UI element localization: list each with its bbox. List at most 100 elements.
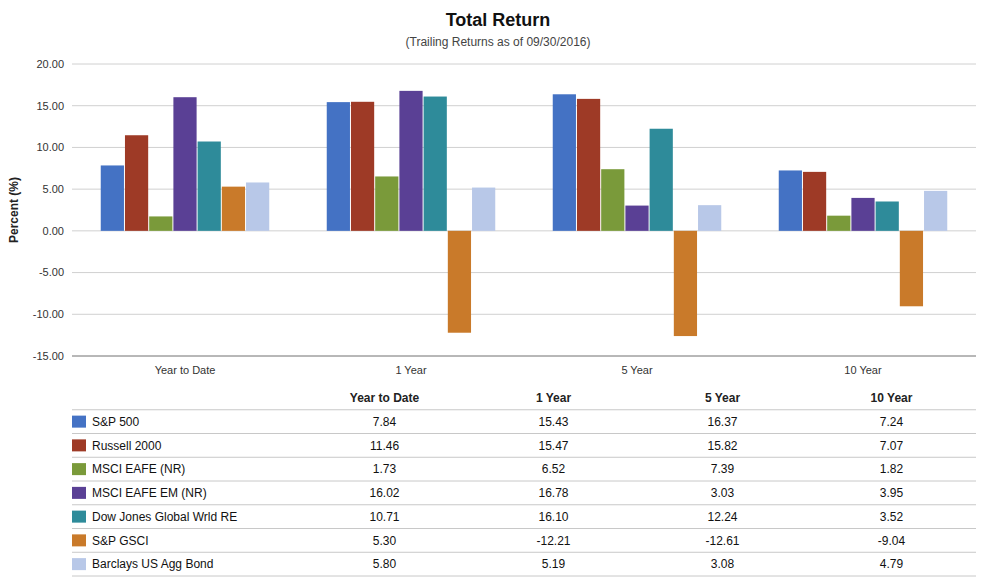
y-tick-label: -5.00 [39,266,64,278]
bar [900,231,923,306]
grid-line [72,105,976,106]
table-value: 5.30 [373,534,397,548]
grid-line [72,64,976,65]
table-value: 11.46 [370,439,399,453]
bar [125,135,148,231]
x-tick-label: 5 Year [621,364,653,376]
table-value: 10.71 [369,510,399,524]
legend-swatch [72,439,86,451]
table-rule [72,457,976,458]
legend-swatch [72,558,86,570]
table-value: 3.95 [880,486,904,500]
y-tick-label: -10.00 [33,308,64,320]
legend-entry: MSCI EAFE EM (NR) [92,486,207,500]
bar [650,129,673,231]
bar [577,99,600,231]
y-tick-label: 15.00 [36,100,64,112]
table-value: 7.39 [711,462,735,476]
table-value: -12.61 [705,534,739,548]
bar [198,142,221,231]
table-header: 10 Year [871,391,913,405]
table-value: 16.10 [538,510,568,524]
table-value: 5.19 [542,557,566,571]
legend-entry: S&P GSCI [92,534,148,548]
table-rule [72,528,976,529]
table-rule [72,481,976,482]
table-rule [72,576,976,577]
bar [327,102,350,231]
bar [375,176,398,230]
y-tick-label: 20.00 [36,58,64,70]
table-value: 1.82 [880,462,904,476]
table-header: 1 Year [536,391,571,405]
table-value: 1.73 [373,462,397,476]
grid-line [72,314,976,315]
table-rule [72,504,976,505]
table-rule [72,409,976,410]
table-header: Year to Date [350,391,420,405]
bar [779,170,802,230]
y-tick-label: 10.00 [36,141,64,153]
legend-entry: MSCI EAFE (NR) [92,462,185,476]
bar [601,169,624,231]
table-value: 4.79 [880,557,904,571]
table-value: 3.08 [711,557,735,571]
legend-entry: Russell 2000 [92,439,162,453]
bar [173,97,196,231]
bar [222,187,245,231]
bar [625,206,648,231]
legend-entry: Barclays US Agg Bond [92,557,213,571]
x-tick-label: Year to Date [155,364,216,376]
y-tick-label: 5.00 [43,183,64,195]
legend-table: Year to Date 1 Year 5 Year 10 Year S&P 500 7.… [72,391,976,576]
table-value: 5.80 [373,557,397,571]
legend-swatch [72,416,86,428]
bar [424,97,447,231]
table-rule [72,433,976,434]
bar [472,188,495,231]
table-value: 15.82 [707,439,737,453]
legend-swatch [72,463,86,475]
y-tick-label: 0.00 [43,225,64,237]
table-value: 16.37 [707,415,737,429]
table-value: 15.43 [538,415,568,429]
table-rule [72,552,976,553]
chart: Total Return (Trailing Returns as of 09/3… [0,0,996,582]
table-value: 7.07 [880,439,904,453]
subtitle: (Trailing Returns as of 09/30/2016) [406,35,591,49]
bar [876,201,899,230]
legend-entry: S&P 500 [92,415,139,429]
title: Total Return [446,10,551,30]
table-value: 3.03 [711,486,735,500]
bar [674,231,697,336]
table-value: 12.24 [707,510,737,524]
table-value: -12.21 [536,534,570,548]
x-tick-label: 1 Year [395,364,427,376]
bar [101,165,124,230]
bar [448,231,471,333]
table-value: 16.78 [538,486,568,500]
table-header: 5 Year [705,391,740,405]
grid-line [72,356,976,357]
table-value: 7.24 [880,415,904,429]
bar [698,205,721,231]
y-axis-label: Percent (%) [7,177,21,243]
bars [101,91,948,336]
legend-entry: Dow Jones Global Wrld RE [92,510,237,524]
bar [246,182,269,230]
bar [399,91,422,231]
table-value: 6.52 [542,462,566,476]
table-value: 7.84 [373,415,397,429]
legend-swatch [72,511,86,523]
table-value: 3.52 [880,510,904,524]
bar [803,172,826,231]
bar [924,191,947,231]
bar [827,216,850,231]
bar [351,102,374,231]
bar [149,216,172,230]
bar [553,94,576,231]
x-tick-label: 10 Year [844,364,882,376]
table-value: 16.02 [369,486,399,500]
legend-swatch [72,487,86,499]
y-tick-label: -15.00 [33,350,64,362]
